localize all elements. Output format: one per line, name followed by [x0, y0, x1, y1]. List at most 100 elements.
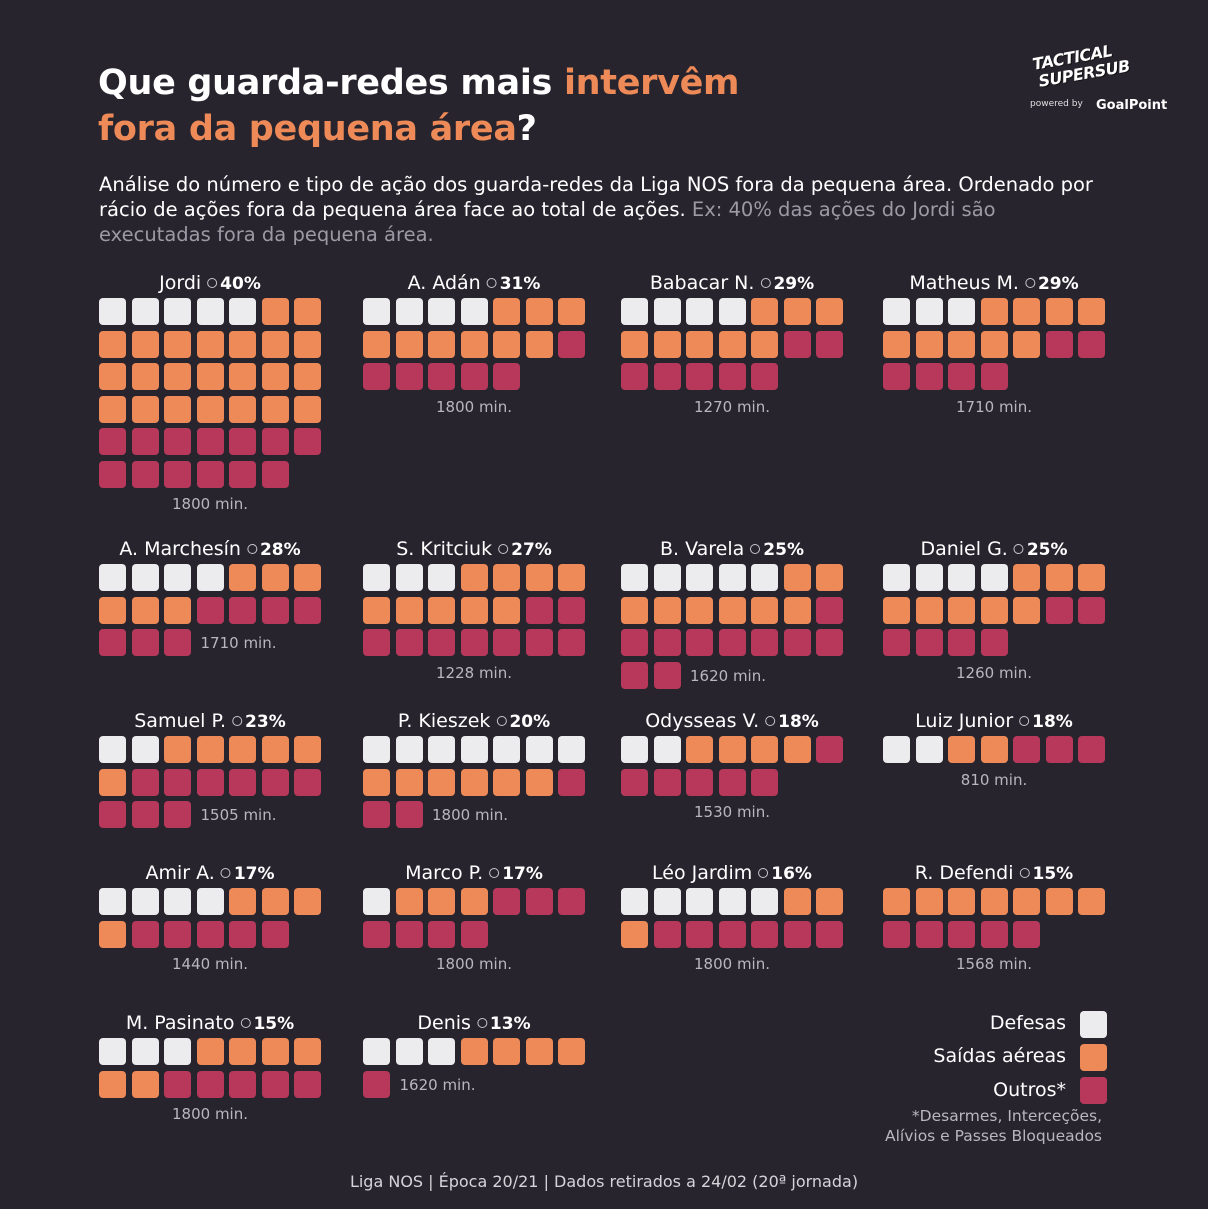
waffle-square-saidas — [980, 330, 1008, 358]
waffle-square-outros — [558, 330, 585, 358]
waffle-square-saidas — [1045, 298, 1073, 325]
waffle-square-defesas — [395, 736, 423, 763]
waffle-square-saidas — [686, 596, 713, 624]
minutes-label: 810 min. — [960, 770, 1028, 789]
waffle-square-outros — [164, 920, 191, 948]
waffle-square-outros — [883, 363, 910, 390]
waffle-square-outros — [783, 920, 811, 948]
waffle-square-defesas — [525, 736, 553, 763]
waffle-square-outros — [980, 920, 1008, 948]
minutes-label: 1800 min. — [172, 495, 248, 513]
player-name: Samuel P. — [134, 710, 227, 732]
waffle-square-saidas — [99, 1070, 126, 1098]
logo-powered-by: powered by — [1030, 99, 1083, 109]
waffle-square-saidas — [460, 596, 488, 624]
waffle-square-outros — [493, 888, 520, 915]
waffle-square-defesas — [686, 298, 713, 325]
waffle-square-saidas — [428, 768, 455, 796]
waffle-square-outros — [1013, 920, 1040, 948]
waffle-square-saidas — [294, 363, 321, 390]
ring-icon — [758, 867, 769, 878]
waffle-square-saidas — [99, 363, 126, 390]
waffle-square-outros — [915, 629, 943, 656]
waffle-square-defesas — [621, 736, 648, 763]
ring-icon — [489, 867, 500, 878]
legend-swatch-saidas — [1080, 1044, 1107, 1071]
player-name: A. Marchesín — [119, 538, 241, 560]
waffle-square-outros — [99, 629, 126, 656]
waffle-square-saidas — [261, 1038, 289, 1065]
waffle-square-saidas — [525, 1038, 553, 1065]
waffle-square-saidas — [783, 596, 811, 624]
legend-note-line1: *Desarmes, Interceções, — [911, 1107, 1102, 1125]
waffle-square-saidas — [395, 330, 423, 358]
player-pct: 25% — [1026, 540, 1068, 560]
player-label-r-defendi: R. Defendi 15% — [915, 862, 1073, 884]
waffle-square-saidas — [294, 298, 321, 325]
waffle-square-outros — [164, 1070, 191, 1098]
waffle-square-saidas — [229, 888, 256, 915]
waffle-square-saidas — [363, 596, 390, 624]
waffle-square-outros — [653, 920, 681, 948]
waffle-square-saidas — [525, 330, 553, 358]
ring-icon — [246, 543, 257, 554]
waffle-square-defesas — [653, 888, 681, 915]
waffle-square-defesas — [395, 1038, 423, 1065]
waffle-square-saidas — [99, 596, 126, 624]
waffle-square-outros — [164, 629, 191, 656]
waffle-square-defesas — [99, 888, 126, 915]
waffle-square-saidas — [229, 564, 256, 591]
waffle-square-saidas — [1078, 888, 1105, 915]
waffle-square-outros — [131, 629, 159, 656]
ring-icon — [498, 543, 509, 554]
waffle-square-saidas — [493, 1038, 520, 1065]
waffle-square-saidas — [948, 888, 975, 915]
waffle-square-saidas — [686, 736, 713, 763]
waffle-square-saidas — [816, 888, 843, 915]
ring-icon — [1019, 867, 1030, 878]
player-name: Marco P. — [405, 862, 484, 884]
waffle-square-saidas — [428, 888, 455, 915]
waffle-square-saidas — [783, 888, 811, 915]
player-name: Léo Jardim — [652, 862, 753, 884]
subtitle-main: Análise do número e tipo de ação dos gua… — [99, 173, 1093, 221]
minutes-label: 1710 min. — [200, 634, 277, 652]
player-label-matheus-m: Matheus M. 29% — [909, 272, 1078, 294]
waffle-square-outros — [816, 629, 843, 656]
waffle-square-saidas — [131, 330, 159, 358]
waffle-square-saidas — [1045, 888, 1073, 915]
player-label-jordi: Jordi 40% — [159, 272, 261, 294]
player-pct: 17% — [502, 864, 543, 884]
subtitle-example: Ex: 40% das ações do Jordi são executada… — [99, 198, 996, 246]
waffle-square-outros — [653, 363, 681, 390]
player-pct: 25% — [763, 540, 804, 560]
waffle-square-defesas — [196, 888, 224, 915]
waffle-square-saidas — [816, 298, 843, 325]
player-pct: 28% — [259, 540, 301, 560]
player-pct: 20% — [509, 712, 551, 732]
ring-icon — [765, 715, 776, 726]
ring-icon — [1024, 277, 1035, 288]
minutes-label: 1440 min. — [172, 955, 248, 973]
waffle-square-defesas — [363, 736, 390, 763]
waffle-square-defesas — [363, 298, 390, 325]
waffle-square-defesas — [164, 888, 191, 915]
waffle-square-outros — [131, 768, 159, 796]
waffle-square-defesas — [131, 736, 159, 763]
waffle-square-defesas — [751, 888, 778, 915]
waffle-square-outros — [915, 363, 943, 390]
minutes-label: 1800 min. — [432, 806, 508, 824]
player-name: Babacar N. — [649, 272, 755, 294]
waffle-square-outros — [1078, 330, 1105, 358]
waffle-square-defesas — [164, 1038, 191, 1065]
waffle-square-defesas — [718, 888, 746, 915]
waffle-square-saidas — [948, 596, 975, 624]
player-pct: 18% — [778, 712, 819, 732]
ring-icon — [496, 715, 507, 726]
waffle-square-defesas — [883, 736, 910, 763]
waffle-square-defesas — [99, 736, 126, 763]
waffle-square-outros — [525, 888, 553, 915]
chart-subtitle: Análise do número e tipo de ação dos gua… — [99, 172, 1109, 247]
waffle-square-outros — [1078, 596, 1105, 624]
waffle-square-saidas — [493, 330, 520, 358]
